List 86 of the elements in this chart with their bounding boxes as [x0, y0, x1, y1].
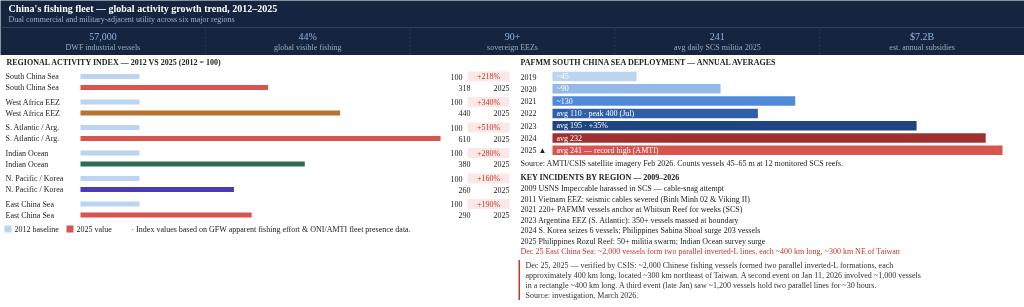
- data-label: avg 195 · +35%: [556, 121, 609, 131]
- bar: [80, 176, 140, 181]
- y-tick-label: East China Sea: [5, 199, 55, 209]
- bar: [552, 96, 796, 106]
- text: sovereign EEZs: [487, 43, 538, 52]
- bar: [80, 136, 441, 141]
- text: avg daily SCS militia 2025: [673, 43, 761, 52]
- data-label: 100: [450, 98, 463, 107]
- text: 2025: [493, 185, 510, 195]
- text: 90+: [504, 31, 521, 42]
- y-tick-label: 2025 ▲: [520, 145, 547, 155]
- y-tick-label: Indian Ocean: [5, 148, 49, 158]
- text: Dec 25 East China Sea: ~2,000 vessels form two parallel inverted-L lines, each ~400 km long, ~300 km NE of Taiwan: [520, 247, 900, 256]
- bar: [80, 212, 252, 218]
- chart-title: PAFMM SOUTH CHINA SEA DEPLOYMENT — ANNUAL AVERAGES: [520, 58, 776, 67]
- bar: [552, 133, 986, 143]
- y-tick-label: N. Pacific / Korea: [5, 174, 64, 183]
- data-label: ~90: [556, 84, 569, 94]
- text: 2011 Vietnam EEZ: seismic cables severed (Binh Minh 02 & Viking II): [520, 194, 751, 204]
- y-tick-label: 2022: [520, 109, 537, 119]
- text: +190%: [476, 199, 501, 209]
- text: 2023 Argentina EEZ (S. Atlantic): 350+ vessels massed at boundary: [520, 215, 739, 225]
- data-label: 290: [458, 211, 471, 220]
- text: +340%: [476, 97, 501, 107]
- chart-title: REGIONAL ACTIVITY INDEX — 2012 VS 2025 (2012 = 100): [6, 58, 221, 67]
- bar: [80, 125, 140, 130]
- data-label: 100: [450, 149, 463, 158]
- text: 2025: [493, 211, 510, 220]
- text: 2025: [493, 160, 510, 169]
- data-label: avg 241 — record high (AMTI): [556, 145, 659, 155]
- text: +218%: [476, 72, 501, 81]
- text: 2009 USNS Impeccable harassed in SCS — cable-snag attempt: [520, 184, 725, 193]
- legend-label: 2025 value: [76, 224, 113, 234]
- bar: [552, 84, 721, 94]
- text: DWF industrial vessels: [65, 43, 141, 52]
- source-note: Source: AMTI/CSIS satellite imagery Feb 2026. Counts vessels 45–65 m at 12 monitored SCS reefs.: [520, 159, 844, 169]
- data-label: 610: [458, 134, 471, 144]
- text: +280%: [476, 148, 501, 158]
- text: KEY INCIDENTS BY REGION — 2009–2026: [520, 173, 680, 182]
- data-label: 100: [450, 72, 463, 82]
- text: est. annual subsidies: [889, 43, 955, 52]
- text: 2024 S. Korea seizes 6 vessels; Philippines Sabina Shoal surge 203 vessels: [520, 226, 761, 235]
- bar: [80, 201, 140, 207]
- bar: [80, 99, 140, 105]
- y-tick-label: 2023: [520, 121, 537, 131]
- text: 2025 Philippines Rozul Reef: 50+ militia swarm; Indian Ocean survey surge: [520, 236, 766, 246]
- text: China's fishing fleet — global activity growth trend, 2012–2025: [8, 3, 278, 14]
- data-label: 318: [458, 83, 471, 93]
- data-label: avg 232: [556, 133, 583, 143]
- text: Dual commercial and military-adjacent utility across six major regions: [8, 15, 235, 24]
- text: 2021 220+ PAFMM vessels anchor at Whitsun Reef for weeks (SCS): [520, 205, 743, 214]
- data-label: 440: [458, 109, 471, 118]
- text: · Index values based on GFW apparent fishing effort & ONI/AMTI fleet presence data.: [131, 224, 411, 234]
- text: 2025: [493, 109, 510, 118]
- text: 2025: [493, 83, 510, 93]
- bar: [80, 110, 341, 116]
- data-label: 260: [458, 185, 471, 195]
- data-label: 100: [450, 123, 463, 133]
- y-tick-label: 2020: [520, 84, 537, 94]
- text: 57,000: [89, 31, 117, 42]
- text: global visible fishing: [273, 43, 342, 52]
- text: +510%: [476, 123, 501, 132]
- y-tick-label: 2024: [520, 134, 537, 143]
- text: 2025: [493, 134, 510, 144]
- data-label: 100: [450, 174, 463, 184]
- text: $7.2B: [910, 31, 935, 42]
- data-label: 380: [458, 160, 471, 169]
- legend-label: 2012 baseline: [14, 224, 60, 234]
- data-label: ~45: [556, 72, 569, 81]
- bar: [80, 85, 269, 90]
- data-label: 100: [450, 200, 463, 209]
- y-tick-label: West Africa EEZ: [5, 97, 61, 107]
- bar: [80, 74, 140, 79]
- text: 44%: [298, 31, 317, 42]
- data-label: ~130: [556, 96, 573, 106]
- text: 241: [709, 31, 725, 42]
- bar: [80, 161, 305, 167]
- text: +160%: [476, 174, 501, 183]
- y-tick-label: 2019: [520, 72, 537, 82]
- bar: [80, 187, 234, 192]
- text: Dec 25, 2025 — verified by CSIS: ~2,000 Chinese fishing vessels formed two parallel inverted-L formations, each approximately 400 km long, located ~300 km northeast of Taiwan. A second event on Jan 11, 2026 involved ~1,000 vessels in a rectangle ~400 km long. A third event (late Jan) saw ~1,200 vessels hold two parallel lines for ~30 hours. Source: investigation, March 2026.: [525, 260, 921, 300]
- y-tick-label: South China Sea: [5, 72, 60, 81]
- data-label: avg 110 · peak 400 (Jul): [556, 108, 635, 118]
- bar: [80, 150, 140, 156]
- y-tick-label: 2021: [520, 97, 537, 107]
- y-tick-label: S. Atlantic / Arg.: [5, 123, 60, 132]
